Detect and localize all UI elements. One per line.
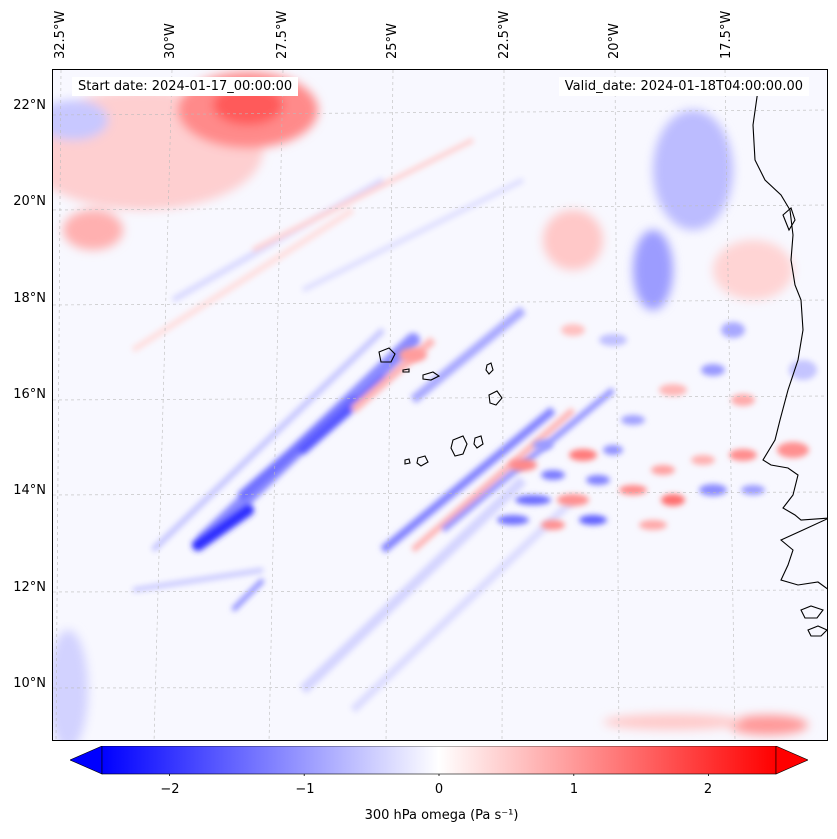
western-sahara-inlet bbox=[782, 207, 796, 232]
colorbar-ticks bbox=[169, 774, 709, 776]
sao-vicente-island bbox=[402, 368, 410, 373]
brava-island bbox=[404, 458, 411, 465]
omega-field-map bbox=[53, 70, 827, 740]
boa-vista-island bbox=[488, 390, 503, 406]
lon-label-17-5w: 17.5°W bbox=[719, 10, 734, 59]
lon-label-25w: 25°W bbox=[385, 23, 400, 59]
colorbar-tick-0: 0 bbox=[434, 782, 444, 797]
colorbar-tick-2: 2 bbox=[703, 782, 713, 797]
santo-antao-island bbox=[378, 347, 396, 363]
lat-label-16n: 16°N bbox=[13, 387, 46, 402]
lon-label-20w: 20°W bbox=[607, 23, 622, 59]
colorbar-tick-neg1: −1 bbox=[295, 782, 315, 797]
bijagos-island-b bbox=[807, 625, 827, 637]
colorbar-tick-1: 1 bbox=[569, 782, 579, 797]
coastline bbox=[378, 89, 827, 637]
graticule bbox=[53, 70, 827, 740]
colorbar-max-extend bbox=[775, 746, 808, 775]
field-cells bbox=[399, 322, 817, 530]
fogo-island bbox=[416, 455, 429, 467]
lon-label-30w: 30°W bbox=[163, 23, 178, 59]
colorbar-label: 300 hPa omega (Pa s⁻¹) bbox=[364, 808, 519, 823]
valid-date-box: Valid_date: 2024-01-18T04:00:00.00 bbox=[558, 77, 809, 96]
sao-nicolau-island bbox=[422, 371, 441, 381]
lat-label-18n: 18°N bbox=[13, 291, 46, 306]
lat-label-12n: 12°N bbox=[13, 580, 46, 595]
lat-label-20n: 20°N bbox=[13, 194, 46, 209]
colorbar-tick-neg2: −2 bbox=[160, 782, 180, 797]
lon-label-22-5w: 22.5°W bbox=[497, 10, 512, 59]
colorbar bbox=[70, 746, 808, 776]
colorbar-min-extend bbox=[70, 746, 103, 775]
lon-label-32-5w: 32.5°W bbox=[53, 10, 68, 59]
maio-island bbox=[473, 435, 484, 449]
lon-label-27-5w: 27.5°W bbox=[275, 10, 290, 59]
valid-date-text: Valid_date: 2024-01-18T04:00:00.00 bbox=[564, 79, 803, 94]
bijagos-island-a bbox=[800, 605, 824, 619]
africa-coast bbox=[752, 89, 827, 521]
map-panel bbox=[52, 69, 828, 741]
colorbar-gradient bbox=[101, 746, 777, 775]
sal-island bbox=[485, 362, 494, 375]
lat-label-14n: 14°N bbox=[13, 483, 46, 498]
lat-label-10n: 10°N bbox=[13, 676, 46, 691]
guinea-coast bbox=[779, 518, 827, 590]
start-date-box: Start date: 2024-01-17_00:00:00 bbox=[72, 77, 299, 96]
santiago-island bbox=[450, 435, 468, 457]
lat-label-22n: 22°N bbox=[13, 98, 46, 113]
start-date-text: Start date: 2024-01-17_00:00:00 bbox=[78, 79, 293, 94]
